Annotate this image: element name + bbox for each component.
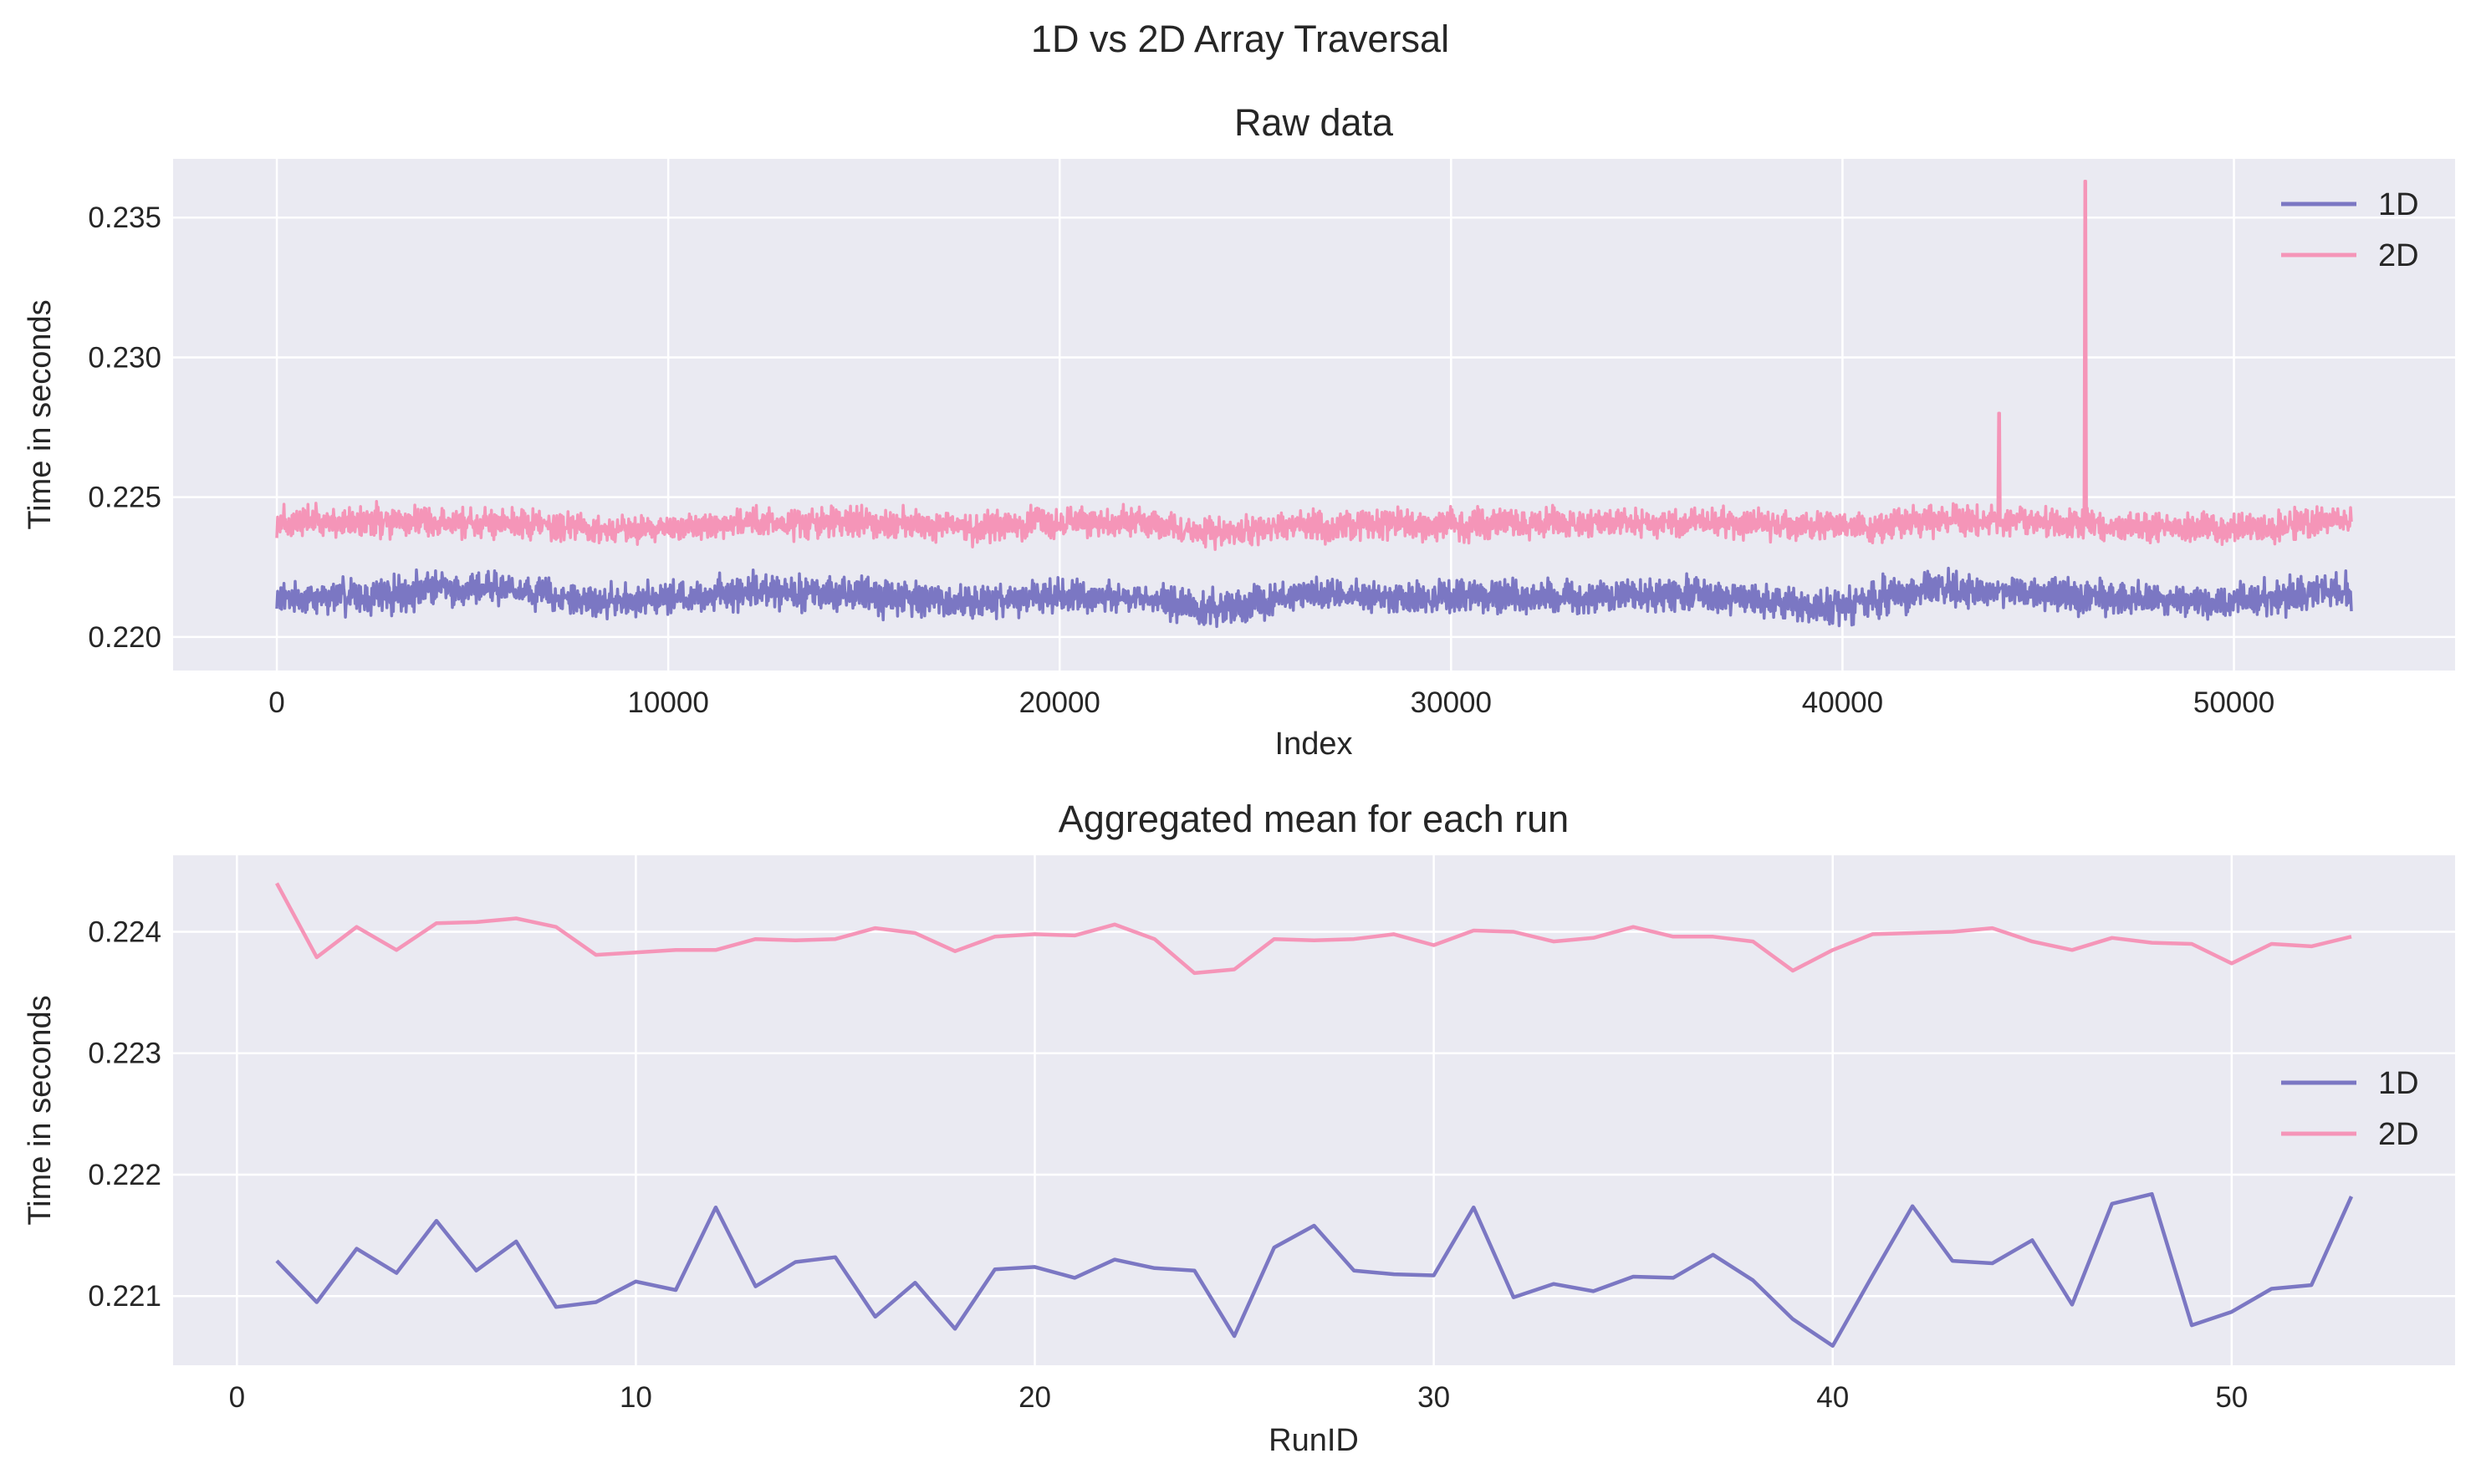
raw-data-legend-1d-label: 1D [2378, 187, 2419, 222]
aggregated-legend-1d-label: 1D [2378, 1066, 2419, 1101]
aggregated-y-tick-label: 0.221 [88, 1280, 161, 1313]
aggregated-legend: 1D 2D [2281, 1066, 2419, 1152]
raw-data-x-tick-label: 10000 [627, 686, 708, 719]
raw-data-y-label: Time in seconds [23, 299, 58, 529]
raw-data-x-tick-label: 0 [268, 686, 284, 719]
raw-data-y-tick-label: 0.220 [88, 621, 161, 654]
raw-data-y-tick-label: 0.230 [88, 341, 161, 374]
raw-data-series [275, 180, 2353, 629]
aggregated-axes: 0 10 20 30 40 50 0.221 0.222 0.223 0.224 Aggrega… [23, 798, 2455, 1458]
aggregated-legend-2d-label: 2D [2378, 1117, 2419, 1152]
raw-data-axes: 0 10000 20000 30000 40000 50000 0.2200.2250.2… [23, 101, 2455, 762]
raw-data-x-tick-label: 20000 [1019, 686, 1100, 719]
aggregated-y-tick-label: 0.224 [88, 916, 161, 949]
aggregated-y-tick-label: 0.222 [88, 1159, 161, 1191]
raw-data-y-ticks: 0.220 0.225 0.230 0.235 [88, 201, 161, 654]
aggregated-x-tick-label: 10 [620, 1381, 652, 1414]
aggregated-x-label: RunID [1269, 1423, 1359, 1458]
raw-data-x-tick-label: 50000 [2193, 686, 2274, 719]
aggregated-y-ticks: 0.221 0.222 0.223 0.224 [88, 916, 161, 1313]
raw-data-line-1d [275, 566, 2353, 629]
aggregated-series [275, 882, 2354, 1349]
figure-title: 1D vs 2D Array Traversal [1031, 18, 1449, 60]
aggregated-x-tick-label: 20 [1018, 1381, 1051, 1414]
raw-data-x-label: Index [1275, 727, 1353, 762]
raw-data-y-tick-label: 0.225 [88, 482, 161, 514]
aggregated-x-ticks: 0 10 20 30 40 50 [229, 1381, 2249, 1414]
aggregated-line-2d [275, 882, 2352, 976]
aggregated-x-tick-label: 30 [1417, 1381, 1450, 1414]
aggregated-y-label: Time in seconds [23, 995, 58, 1225]
aggregated-x-tick-label: 0 [229, 1381, 245, 1414]
aggregated-grid [173, 855, 2455, 1365]
aggregated-x-tick-label: 50 [2215, 1381, 2248, 1414]
raw-data-grid [173, 159, 2455, 671]
raw-data-legend: 1D 2D [2281, 187, 2419, 273]
raw-data-x-tick-label: 40000 [1802, 686, 1883, 719]
raw-data-y-tick-label: 0.235 [88, 201, 161, 234]
raw-data-x-ticks: 0 10000 20000 30000 40000 50000 [268, 686, 2274, 719]
aggregated-line-1d [275, 1191, 2354, 1349]
raw-data-title: Raw data [1234, 101, 1394, 144]
raw-data-legend-2d-label: 2D [2378, 238, 2419, 273]
aggregated-x-tick-label: 40 [1816, 1381, 1849, 1414]
aggregated-title: Aggregated mean for each run [1059, 798, 1569, 840]
aggregated-y-tick-label: 0.223 [88, 1038, 161, 1070]
raw-data-x-tick-label: 30000 [1411, 686, 1492, 719]
raw-data-line-2d [275, 180, 2353, 551]
